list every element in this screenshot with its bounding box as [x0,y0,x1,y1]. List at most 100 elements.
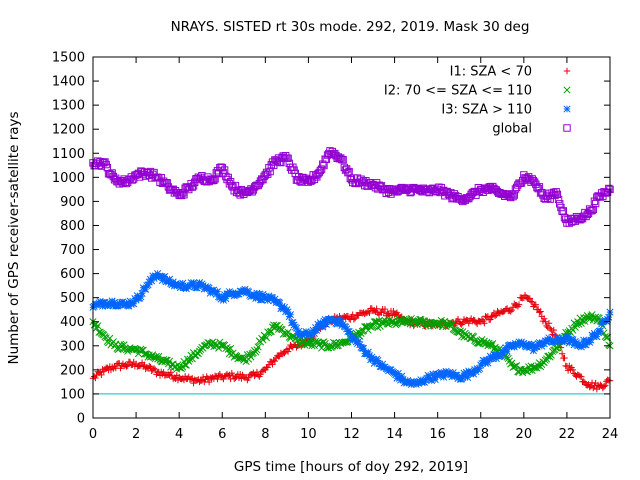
i3-point [517,338,525,346]
legend-marker [563,86,571,94]
global-point [509,192,517,201]
i3-point [431,376,439,384]
global-point [554,195,563,204]
x-tick-label: 12 [343,427,360,442]
i3-point [301,330,309,338]
i3-point [374,356,382,365]
i2-point [343,338,351,346]
global-point [231,181,240,190]
i3-point [412,380,420,388]
global-point [556,200,564,208]
i3-point [349,336,357,345]
i2-point [448,321,456,329]
global-point [552,188,560,196]
y-tick-label: 400 [60,315,85,330]
i3-point [253,289,261,297]
i3-point [322,320,330,328]
global-point [218,164,226,172]
i2-point [94,322,102,330]
i3-point [572,339,581,347]
i3-point [586,338,594,346]
i3-point [258,296,266,304]
i1-point [271,357,279,365]
legend-marker [563,124,571,132]
i2-point [318,344,326,352]
i3-point [569,336,577,344]
global-point [284,154,292,162]
i3-point [105,301,113,309]
i1-point [214,375,221,383]
global-point [210,176,218,184]
i1-point [344,312,352,320]
i2-point [295,340,303,348]
i3-point [157,273,165,281]
i3-point [398,372,406,380]
i3-point [533,343,541,351]
y-tick-label: 200 [60,363,85,378]
i3-point [510,343,518,351]
x-tick-label: 22 [559,427,576,442]
i3-point [369,355,377,363]
i3-point [499,349,508,357]
global-point [177,191,186,200]
i3-point [145,278,153,286]
i1-point [532,301,540,308]
i3-point [193,284,201,292]
series-4 [89,147,614,227]
i2-point [325,344,333,352]
x-tick-label: 14 [386,427,403,442]
i3-point [195,278,204,287]
i3-point [564,332,572,341]
i1-point [515,301,523,308]
i3-point [461,372,469,380]
legend-marker [563,105,571,113]
i3-point [355,337,363,345]
i3-point [441,370,449,378]
y-tick-label: 0 [77,412,85,427]
i1-point [537,308,544,315]
i1-point [507,308,514,315]
global-point [188,183,197,191]
i3-point [448,373,456,381]
i3-point [578,341,587,349]
x-tick-label: 16 [429,427,446,442]
i2-point [419,317,427,325]
i3-point [265,292,273,300]
i3-point [582,341,590,349]
i1-point [508,306,516,314]
i3-point [144,281,152,289]
i3-point [312,324,320,332]
i3-point [394,369,402,377]
i3-point [437,368,445,376]
i3-point [179,279,187,287]
i2-point [254,343,262,351]
i3-point [356,341,364,349]
i2-point [224,345,232,353]
i1-point [561,354,568,362]
i3-point [210,286,218,294]
i3-point [99,302,107,310]
x-tick-label: 0 [89,427,97,442]
legend-label: global [492,122,532,137]
i3-point [259,290,267,299]
i1-point [546,325,554,333]
i1-point [269,361,276,368]
i1-point [458,321,465,328]
y-tick-label: 1300 [52,99,85,114]
i3-point [241,285,249,293]
x-axis: 0 2 4 6 8 10 12 14 16 18 20 22 24 [89,57,618,442]
i3-point [138,289,146,297]
i1-point [205,378,213,386]
global-point [322,155,331,163]
i3-point [334,319,342,327]
i3-point [276,299,284,307]
i3-point [161,272,169,281]
i1-point [228,369,236,377]
x-tick-label: 2 [132,427,140,442]
i2-point [588,311,596,319]
y-tick-label: 1500 [52,51,85,66]
x-tick-label: 20 [516,427,533,442]
i2-point [406,320,414,328]
y-tick-label: 600 [60,267,85,282]
